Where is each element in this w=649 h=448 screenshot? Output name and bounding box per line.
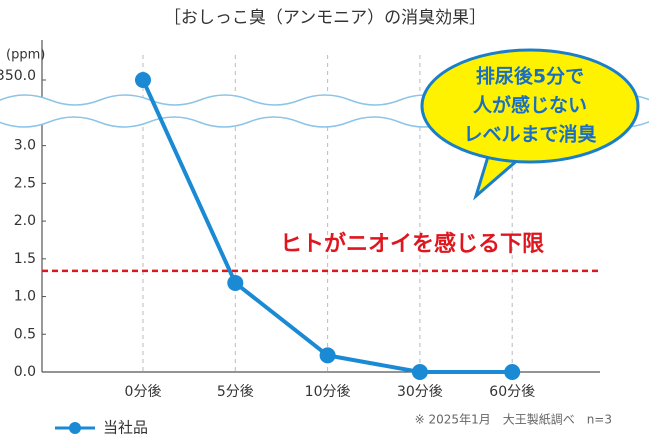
threshold-label: ヒトがニオイを感じる下限: [280, 231, 544, 257]
x-tick-label: 60分後: [489, 384, 535, 400]
grid: [42, 55, 513, 373]
legend-label: 当社品: [103, 419, 148, 437]
plot: ヒトがニオイを感じる下限: [42, 72, 600, 380]
footnote: ※ 2025年1月 大王製紙調べ n=3: [415, 412, 612, 427]
x-tick-label: 0分後: [125, 384, 162, 400]
data-point: [227, 274, 244, 291]
callout: 排尿後5分で 人が感じない レベルまで消臭: [420, 48, 640, 201]
callout-line: 人が感じない: [473, 94, 587, 117]
x-tick-label: 10分後: [305, 384, 351, 400]
callout-join: [485, 143, 507, 155]
y-tick-label: 0.0: [14, 364, 36, 380]
y-tick-label: 1.5: [14, 251, 36, 267]
y-tick-label: 350.0: [0, 68, 36, 84]
data-point: [504, 364, 521, 380]
y-tick-label: 1.0: [14, 289, 36, 305]
axis-break: [0, 94, 649, 128]
y-tick-label: 0.5: [14, 326, 36, 342]
data-point: [319, 347, 336, 364]
x-tick-label: 30分後: [397, 384, 443, 400]
y-unit: (ppm): [6, 48, 45, 63]
callout-line: 排尿後5分で: [476, 65, 584, 88]
y-tick-label: 2.5: [14, 175, 36, 191]
data-point: [411, 364, 428, 380]
y-tick-label: 2.0: [14, 213, 36, 229]
chart-title: ［おしっこ臭（アンモニア）の消臭効果］: [164, 8, 486, 28]
y-tick-label: 3.0: [14, 138, 36, 154]
x-tick-label: 5分後: [217, 384, 254, 400]
data-point: [135, 72, 151, 88]
callout-bubble: [420, 48, 640, 164]
legend-marker: [69, 422, 81, 434]
callout-line: レベルまで消臭: [463, 123, 596, 146]
